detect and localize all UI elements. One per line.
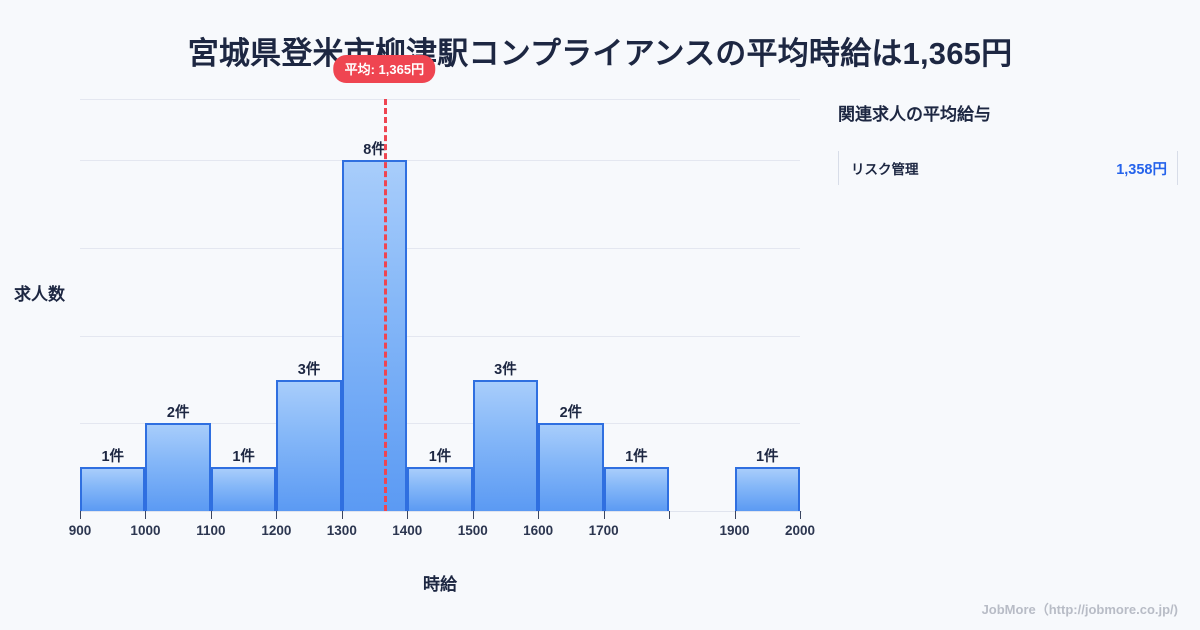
bar-value-label: 1件 — [625, 449, 648, 466]
gridline — [80, 248, 800, 250]
x-axis-tick-label: 1700 — [588, 523, 619, 538]
x-axis-tick — [669, 511, 671, 519]
x-axis-tick — [80, 511, 81, 519]
plot-area: 1件 2件 1件 3件 8件 1件 3件 2件 1件 1件 900 1000 1100 1200 1300 1… — [69, 55, 815, 538]
x-axis-tick — [407, 511, 409, 519]
x-axis-title: 時給 — [423, 575, 457, 594]
histogram-bar[interactable] — [603, 467, 670, 511]
bar-value-label: 1件 — [755, 449, 779, 466]
gridline — [80, 335, 800, 337]
x-axis-tick — [538, 511, 540, 519]
related-salary-title: 関連求人の平均給与 — [838, 105, 991, 124]
x-axis-tick-label: 1000 — [130, 523, 161, 538]
x-axis-tick — [341, 511, 343, 519]
bar-value-label: 1件 — [101, 449, 125, 466]
average-line — [384, 99, 388, 511]
gridline — [80, 99, 800, 100]
x-axis-baseline — [80, 511, 802, 512]
x-axis-tick — [276, 511, 278, 519]
y-axis-title: 求人数 — [14, 285, 65, 304]
gridline — [80, 160, 800, 162]
x-axis-tick — [210, 511, 212, 519]
histogram-bar[interactable] — [80, 467, 146, 511]
histogram-bar[interactable] — [472, 379, 539, 511]
x-axis-tick-label: 2000 — [784, 523, 816, 538]
bar-value-label: 2件 — [559, 405, 583, 422]
bar-value-label: 2件 — [166, 405, 190, 422]
histogram-bar[interactable] — [341, 160, 408, 511]
x-axis-tick — [145, 511, 147, 519]
histogram-bar[interactable] — [145, 423, 211, 511]
x-axis-tick — [800, 511, 801, 519]
x-axis-tick-label: 1600 — [523, 523, 554, 538]
gridline — [80, 423, 800, 425]
x-axis-tick-label: 900 — [68, 523, 92, 538]
histogram-bar[interactable] — [538, 423, 604, 511]
histogram-bar[interactable] — [210, 467, 277, 511]
bar-value-label: 3件 — [494, 361, 517, 378]
bar-value-label: 8件 — [363, 142, 386, 159]
x-axis-tick-label: 1500 — [457, 523, 488, 538]
histogram-chart: 求人数 1件 2件 1件 3件 8件 1件 3件 2件 1件 1件 900 1000 1100 1200 1… — [0, 55, 830, 605]
footer-watermark: JobMore（http://jobmore.co.jp/) — [981, 602, 1178, 617]
bar-value-label: 3件 — [297, 361, 321, 378]
related-salary-name: リスク管理 — [851, 162, 919, 177]
x-axis-tick — [472, 511, 474, 519]
related-salary-row[interactable]: リスク管理 1,358円 — [838, 151, 1178, 185]
average-badge: 平均: 1,365円 — [333, 55, 436, 83]
bar-value-label: 1件 — [428, 449, 452, 466]
related-salary-list: リスク管理 1,358円 — [838, 151, 1178, 185]
x-axis-tick — [603, 511, 605, 519]
histogram-bar[interactable] — [734, 467, 800, 511]
related-salary-value: 1,358円 — [1116, 161, 1167, 178]
histogram-bar[interactable] — [407, 467, 473, 511]
x-axis-tick-label: 1100 — [196, 523, 226, 538]
x-axis-tick-label: 1300 — [326, 523, 357, 538]
x-axis-tick-label: 1900 — [719, 523, 750, 538]
x-axis-tick-label: 1200 — [261, 523, 292, 538]
related-salary-panel: 関連求人の平均給与 リスク管理 1,358円 — [838, 100, 1178, 185]
x-axis-tick-label: 1400 — [392, 523, 423, 538]
histogram-bar[interactable] — [276, 379, 342, 511]
bar-value-label: 1件 — [232, 449, 255, 466]
page-title: 宮城県登米市柳津駅コンプライアンスの平均時給は1,365円 — [187, 36, 1013, 71]
x-axis-tick — [734, 511, 736, 519]
